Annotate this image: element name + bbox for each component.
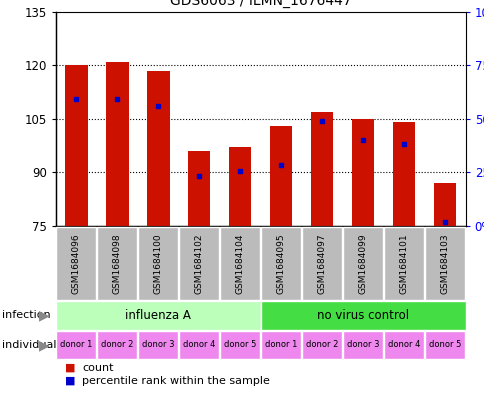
Text: donor 1: donor 1 [264,340,297,349]
Bar [424,227,464,300]
Bar [220,331,260,359]
Bar [106,62,128,226]
Text: ▶: ▶ [39,338,50,352]
Bar [138,227,178,300]
Text: GSM1684096: GSM1684096 [72,233,81,294]
Bar [228,147,251,226]
Text: GSM1684099: GSM1684099 [358,233,367,294]
Text: no virus control: no virus control [317,309,408,322]
Bar [351,119,374,226]
Bar [138,331,178,359]
Text: count: count [82,363,114,373]
Text: donor 1: donor 1 [60,340,92,349]
Bar [147,71,169,226]
Bar [65,65,87,226]
Bar [56,301,260,329]
Text: donor 5: donor 5 [428,340,460,349]
Bar [383,227,424,300]
Text: donor 2: donor 2 [305,340,338,349]
Bar [260,301,465,329]
Bar [179,227,219,300]
Bar [97,331,137,359]
Bar [260,331,301,359]
Text: GSM1684101: GSM1684101 [399,233,408,294]
Bar [302,331,342,359]
Bar [56,227,96,300]
Bar [97,227,137,300]
Text: donor 4: donor 4 [387,340,420,349]
Text: ■: ■ [65,363,76,373]
Text: individual: individual [2,340,57,350]
Text: donor 5: donor 5 [224,340,256,349]
Bar [433,183,455,226]
Text: ▶: ▶ [39,309,50,322]
Bar [260,227,301,300]
Text: GSM1684097: GSM1684097 [317,233,326,294]
Text: GSM1684100: GSM1684100 [153,233,163,294]
Bar [302,227,342,300]
Bar [342,331,382,359]
Text: percentile rank within the sample: percentile rank within the sample [82,376,270,386]
Bar [220,227,260,300]
Bar [392,123,414,226]
Bar [56,331,96,359]
Text: donor 4: donor 4 [182,340,215,349]
Text: donor 2: donor 2 [101,340,133,349]
Text: infection: infection [2,310,51,320]
Title: GDS6063 / ILMN_1676447: GDS6063 / ILMN_1676447 [169,0,351,8]
Text: donor 3: donor 3 [346,340,378,349]
Bar [188,151,210,226]
Text: ■: ■ [65,376,76,386]
Bar [342,227,382,300]
Text: GSM1684102: GSM1684102 [194,233,203,294]
Text: GSM1684104: GSM1684104 [235,233,244,294]
Bar [424,331,464,359]
Bar [270,126,292,226]
Text: influenza A: influenza A [125,309,191,322]
Bar [383,331,424,359]
Text: GSM1684095: GSM1684095 [276,233,285,294]
Text: donor 3: donor 3 [142,340,174,349]
Text: GSM1684103: GSM1684103 [439,233,449,294]
Text: GSM1684098: GSM1684098 [112,233,121,294]
Bar [179,331,219,359]
Bar [310,112,333,226]
